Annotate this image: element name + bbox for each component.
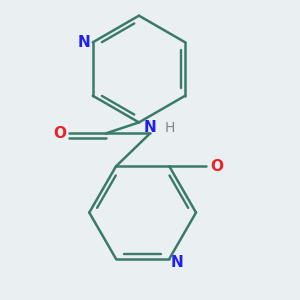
Text: N: N bbox=[144, 120, 156, 135]
Text: O: O bbox=[210, 159, 223, 174]
Text: H: H bbox=[165, 121, 175, 135]
Text: O: O bbox=[53, 126, 66, 141]
Text: N: N bbox=[77, 35, 90, 50]
Text: N: N bbox=[170, 255, 183, 270]
